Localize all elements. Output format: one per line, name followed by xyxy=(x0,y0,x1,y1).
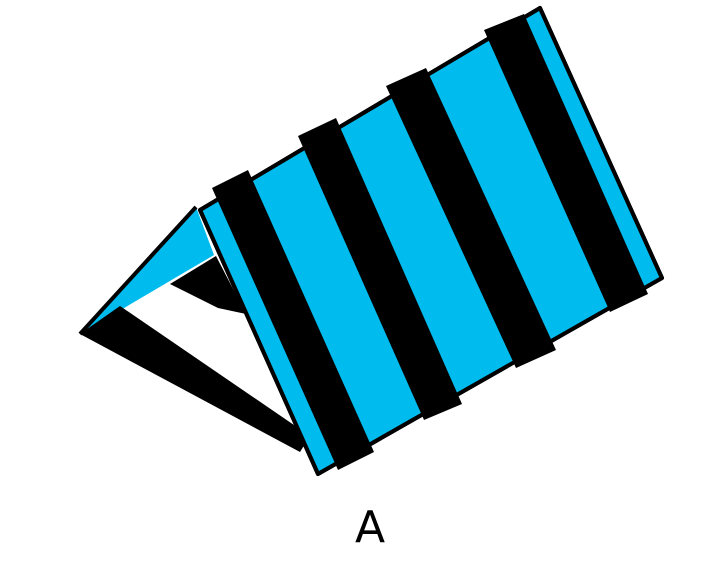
ramp-stripe-1 xyxy=(212,170,374,470)
side-panel-gap xyxy=(150,260,282,392)
support-leg-base xyxy=(80,306,310,452)
side-panel xyxy=(80,207,214,334)
ramp-stripe-3 xyxy=(386,68,556,368)
ramp-board-outline xyxy=(198,6,664,476)
support-leg-rear xyxy=(170,256,246,314)
ramp-stripe-4 xyxy=(484,14,648,312)
figure-caption: A xyxy=(354,502,386,553)
ramp-stripe-2 xyxy=(298,118,462,420)
side-panel-outline xyxy=(78,205,198,336)
